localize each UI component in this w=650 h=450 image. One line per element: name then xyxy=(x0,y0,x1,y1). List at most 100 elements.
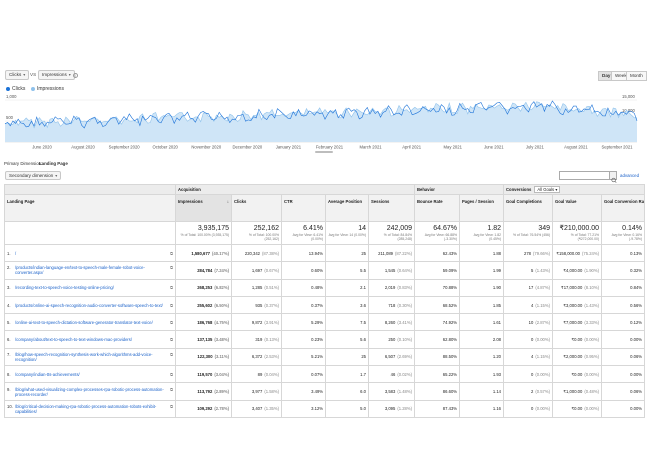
left-tick-500: 500 xyxy=(6,115,13,120)
landing-page-link[interactable]: /products/online-ai-speech-recognition-a… xyxy=(15,302,163,308)
external-link-icon[interactable]: ⧉ xyxy=(170,265,173,271)
landing-page-link[interactable]: /blog/what-used-visualizing-complex-proc… xyxy=(15,386,164,397)
sessions-pct: (87.22%) xyxy=(395,250,412,256)
info-icon[interactable]: i xyxy=(73,72,78,78)
col-ctr[interactable]: CTR xyxy=(281,194,326,222)
goal-value-pct: (0.95%) xyxy=(584,354,600,360)
external-link-icon[interactable]: ⧉ xyxy=(170,319,173,325)
cell-goal-conv-rate: 0.84% xyxy=(601,278,646,297)
clicks-value: 1,285 xyxy=(251,285,263,291)
landing-page-cell: 4. ⧉ /products/online-ai-speech-recognitio… xyxy=(4,295,176,315)
col-pages-session[interactable]: Pages / Session xyxy=(458,194,505,222)
col-landing-page[interactable]: Landing Page xyxy=(4,194,176,222)
col-bounce-rate[interactable]: Bounce Rate xyxy=(414,194,460,222)
goals-select[interactable]: All Goals ▾ xyxy=(534,186,561,193)
cell-pages-session: 1.16 xyxy=(458,399,505,418)
advanced-link[interactable]: advanced xyxy=(620,173,640,178)
external-link-icon[interactable]: ⧉ xyxy=(170,285,173,291)
col-sessions[interactable]: Sessions xyxy=(368,194,415,222)
impressions-pct: (3.04%) xyxy=(214,371,229,377)
cell-ctr: 0.60% xyxy=(281,261,326,280)
goal-completions-value: 4 xyxy=(531,302,534,308)
goal-completions-value: 0 xyxy=(531,337,534,343)
search-input[interactable] xyxy=(559,171,610,180)
col-goal-conv-rate[interactable]: Goal Conversion Rate xyxy=(601,194,646,222)
cell-bounce-rate: 74.92% xyxy=(414,313,460,332)
table-row[interactable]: 3. ⧉ /recording-text-to-speech-voice-testi… xyxy=(4,278,646,297)
clicks-value: 9,872 xyxy=(251,319,263,325)
chart-drag-handle[interactable] xyxy=(315,151,333,153)
sessions-value: 718 xyxy=(388,302,396,308)
total-ctr-value: 6.41% xyxy=(303,225,323,232)
table-row[interactable]: 8. ⧉ /company/indian-tts-achievements/119,… xyxy=(4,365,646,384)
goal-value-value: ₹3,000.00 xyxy=(563,302,583,308)
search-button[interactable] xyxy=(609,171,617,183)
table-row[interactable]: 10. ⧉ /blog/critical-decision-making-rpa-r… xyxy=(4,399,646,418)
metric2-label: Impressions xyxy=(42,72,67,77)
external-link-icon[interactable]: ⧉ xyxy=(170,371,173,377)
goal-value-value: ₹158,000.00 xyxy=(556,250,581,256)
cell-bounce-rate: 88.50% xyxy=(414,347,460,367)
cell-goal-completions: 0 (0.00%) xyxy=(503,399,554,418)
landing-page-link[interactable]: /company/indian-tts-achievements/ xyxy=(15,371,80,377)
secondary-dimension-button[interactable]: Secondary dimension ▾ xyxy=(5,171,62,180)
landing-page-link[interactable]: /company/about/text-to-speech-to-text-wi… xyxy=(15,337,133,343)
granularity-month-button[interactable]: Month xyxy=(626,71,647,81)
metric1-select[interactable]: Clicks ▾ xyxy=(5,70,30,80)
table-row[interactable]: 1. ⧉/1,580,677 (40.17%) 220,342 (87.38%) 13.9… xyxy=(4,243,646,263)
col-avg-position[interactable]: Average Position xyxy=(325,194,369,222)
sessions-value: 3,095 xyxy=(384,406,396,412)
cell-ctr: 0.48% xyxy=(281,278,326,297)
impressions-area xyxy=(5,101,637,142)
chevron-down-icon: ▾ xyxy=(23,72,26,77)
table-row[interactable]: 9. ⧉ /blog/what-used-visualizing-complex-p… xyxy=(4,382,646,401)
col-goal-value[interactable]: Goal Value xyxy=(552,194,603,222)
landing-page-link[interactable]: /blog/critical-decision-making-rpa-robot… xyxy=(15,403,157,414)
landing-page-link[interactable]: /blog/how-speech-recognition-synthesis-w… xyxy=(15,351,153,362)
table-row[interactable]: 7. ⧉ /blog/how-speech-recognition-synthesi… xyxy=(4,347,646,367)
clicks-value: 319 xyxy=(255,337,263,343)
external-link-icon[interactable]: ⧉ xyxy=(170,337,173,343)
x-axis-label: November 2020 xyxy=(191,145,221,150)
group-conversions: Conversions All Goals ▾ xyxy=(503,184,646,195)
sessions-value: 250 xyxy=(388,337,396,343)
total-clicks: 252,162% of Total: 100.00% (252,162) xyxy=(231,221,282,245)
x-axis-label: October 2020 xyxy=(153,145,179,150)
external-link-icon[interactable]: ⧉ xyxy=(170,250,173,256)
goal-value-value: ₹1,000.00 xyxy=(563,389,583,395)
external-link-icon[interactable]: ⧉ xyxy=(170,403,173,409)
col-goal-completions[interactable]: Goal Completions xyxy=(503,194,554,222)
impressions-value: 284,784 xyxy=(197,267,213,273)
landing-page-link[interactable]: /products/indian-language-en/text-to-spe… xyxy=(15,265,145,276)
landing-page-cell: 9. ⧉ /blog/what-used-visualizing-complex-p… xyxy=(4,382,176,401)
landing-page-link[interactable]: /online-ai-text-to-speech-dictation-soft… xyxy=(15,319,153,325)
landing-page-link[interactable]: / xyxy=(15,250,17,256)
group-empty xyxy=(4,184,176,195)
col-clicks[interactable]: Clicks xyxy=(231,194,282,222)
landing-page-link[interactable]: /recording-text-to-speech-voice-testing-… xyxy=(15,285,114,291)
goal-value-pct: (8.10%) xyxy=(584,285,600,291)
landing-page-cell: 7. ⧉ /blog/how-speech-recognition-synthesi… xyxy=(4,347,176,367)
goal-completions-pct: (0.00%) xyxy=(535,406,551,412)
impressions-color-dot xyxy=(31,87,35,91)
goal-completions-pct: (0.57%) xyxy=(535,389,551,395)
table-row[interactable]: 5. ⧉ /online-ai-text-to-speech-dictation-s… xyxy=(4,313,646,332)
clicks-pct: (0.67%) xyxy=(264,267,279,273)
cell-impressions: 113,792 (2.89%) xyxy=(175,382,232,401)
col-impressions[interactable]: Impressions ↓ xyxy=(175,194,232,222)
external-link-icon[interactable]: ⧉ xyxy=(170,386,173,392)
impressions-value: 122,300 xyxy=(197,354,213,360)
table-row[interactable]: 2. ⧉ /products/indian-language-en/text-to-… xyxy=(4,261,646,280)
external-link-icon[interactable]: ⧉ xyxy=(170,351,173,357)
table-row[interactable]: 4. ⧉ /products/online-ai-speech-recognitio… xyxy=(4,295,646,315)
goal-value-value: ₹17,000.00 xyxy=(561,285,583,291)
legend-clicks[interactable]: Clicks xyxy=(6,86,25,92)
totals-empty xyxy=(4,221,176,245)
impressions-value: 1,580,677 xyxy=(191,250,210,256)
table-row[interactable]: 6. ⧉ /company/about/text-to-speech-to-text… xyxy=(4,330,646,349)
external-link-icon[interactable]: ⧉ xyxy=(170,302,173,308)
legend-impressions[interactable]: Impressions xyxy=(31,86,64,92)
trend-chart[interactable]: June 2020 August 2020 September 2020 Octobe… xyxy=(0,0,650,160)
primary-dimension-value[interactable]: Landing Page xyxy=(39,161,68,166)
clicks-pct: (0.13%) xyxy=(264,337,279,343)
